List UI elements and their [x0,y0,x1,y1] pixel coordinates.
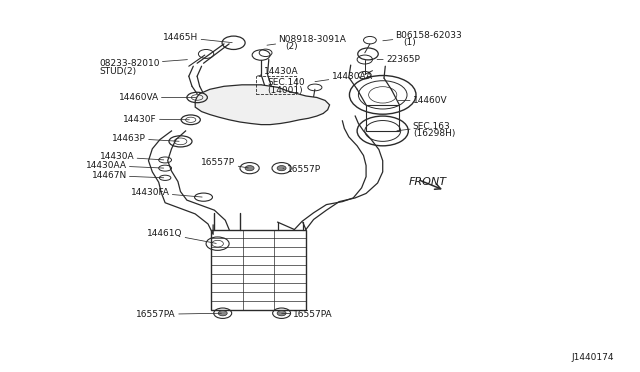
Circle shape [277,166,286,171]
Text: SEC.163: SEC.163 [397,122,451,131]
Text: 14461Q: 14461Q [147,229,216,243]
Text: 14460VA: 14460VA [118,93,196,102]
Text: 14465H: 14465H [163,33,232,43]
Text: 14430AA: 14430AA [315,72,372,81]
Text: SEC.140: SEC.140 [268,78,305,87]
Text: (2): (2) [285,42,298,51]
Text: 16557P: 16557P [202,158,248,168]
Circle shape [245,166,254,171]
Polygon shape [195,85,330,125]
Bar [211,230,306,310]
Text: 16557P: 16557P [283,165,321,174]
Text: B06158-62033: B06158-62033 [383,31,462,41]
Text: (14001): (14001) [268,86,303,94]
Text: 22365P: 22365P [377,55,420,64]
Text: 16557PA: 16557PA [136,310,221,319]
Text: 14430A: 14430A [257,67,299,76]
Text: (1): (1) [403,38,416,47]
Text: 16557PA: 16557PA [282,310,333,319]
Text: 14430A: 14430A [100,153,164,161]
Circle shape [218,311,227,316]
Text: 14463P: 14463P [112,134,179,143]
Text: FRONT: FRONT [408,177,446,187]
Text: 08233-82010: 08233-82010 [99,60,188,68]
Text: N08918-3091A: N08918-3091A [267,35,346,45]
Bar [366,105,399,131]
Text: J1440174: J1440174 [572,353,614,362]
Text: 14467N: 14467N [92,171,164,180]
Text: 14460V: 14460V [398,96,447,105]
Circle shape [277,311,286,316]
Bar [256,76,296,94]
Text: 14430AA: 14430AA [86,161,164,170]
Text: (16298H): (16298H) [413,129,455,138]
Text: STUD(2): STUD(2) [99,67,136,76]
Text: 14430F: 14430F [123,115,189,124]
Text: 14430FA: 14430FA [131,188,202,197]
